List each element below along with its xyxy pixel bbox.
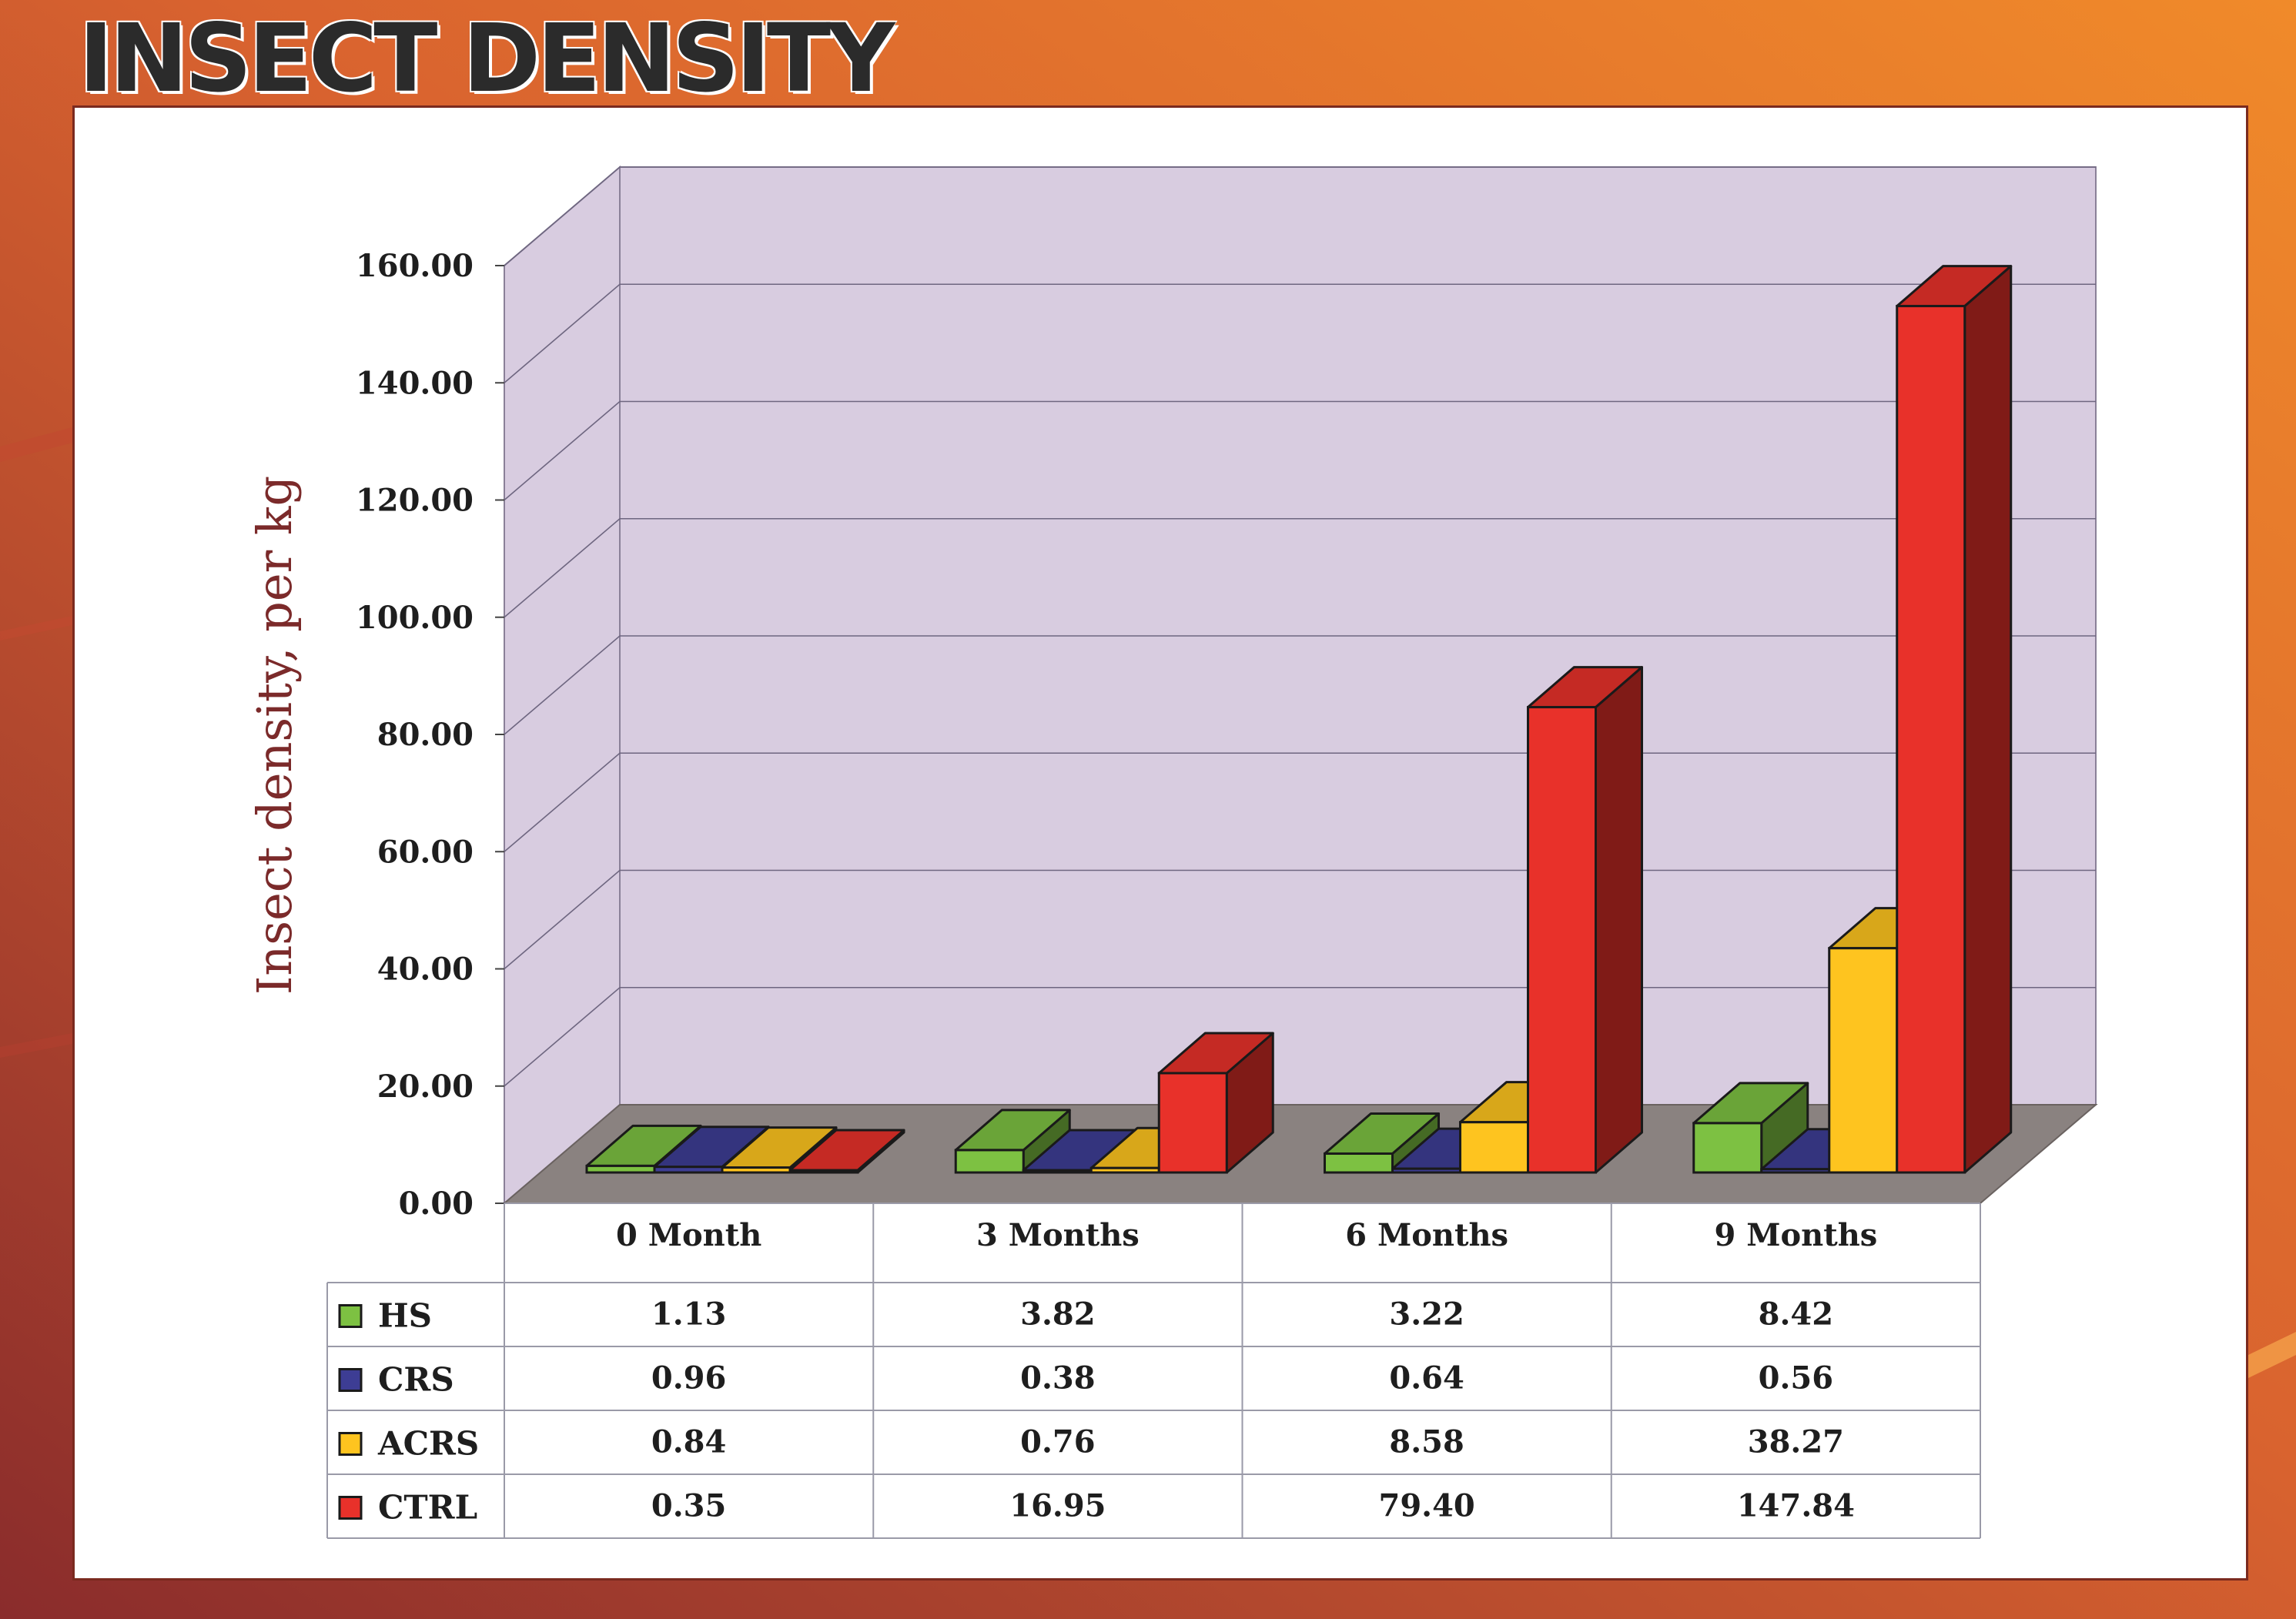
bar [1896, 265, 2013, 1174]
bars [585, 265, 2013, 1174]
data-cell: 0.76 [1020, 1424, 1095, 1460]
x-category-label: 0 Month [616, 1217, 761, 1253]
gridline [504, 517, 2096, 618]
gridline [504, 283, 2096, 383]
x-category-label: 6 Months [1345, 1217, 1508, 1253]
data-cell: 3.22 [1389, 1296, 1464, 1333]
bar-front [954, 1149, 1025, 1174]
data-cell: 147.84 [1737, 1488, 1855, 1524]
data-cell: 3.82 [1020, 1296, 1095, 1333]
data-table: 0 Month 3 Months 6 Months 9 Months HS 1.13 3.8… [326, 1203, 1981, 1539]
bar-front [721, 1166, 792, 1174]
y-tick-label: 140.00 [356, 365, 474, 401]
legend-label: CRS [378, 1361, 454, 1399]
legend-label: CTRL [378, 1489, 477, 1527]
bar-front [653, 1166, 724, 1174]
y-tick-label: 80.00 [377, 717, 474, 753]
y-tick-label: 100.00 [356, 600, 474, 636]
bar-front [1157, 1072, 1228, 1174]
page-title: INSECT DENSITY [79, 4, 895, 113]
gridline [504, 166, 2096, 266]
data-cell: 0.84 [651, 1424, 726, 1460]
y-axis-label: Insect density, per kg [246, 476, 303, 995]
bar-front [1391, 1167, 1461, 1174]
y-tick-label: 60.00 [377, 834, 474, 870]
bar-front [1459, 1121, 1529, 1174]
data-cell: 79.40 [1378, 1488, 1474, 1524]
bar-front [1022, 1169, 1093, 1174]
bar [1157, 1032, 1274, 1174]
bar-side [1963, 265, 2013, 1174]
bar [788, 1129, 905, 1174]
x-category-label: 3 Months [976, 1217, 1140, 1253]
bar-front [1896, 305, 1966, 1174]
data-cell: 38.27 [1748, 1424, 1844, 1460]
legend-swatch [338, 1496, 363, 1520]
bar-front [1527, 706, 1597, 1174]
y-tick-label: 160.00 [356, 248, 474, 284]
legend-swatch [338, 1304, 363, 1328]
data-cell: 8.42 [1759, 1296, 1833, 1333]
data-cell: 0.96 [651, 1360, 726, 1397]
data-cell: 1.13 [651, 1296, 726, 1333]
data-cell: 16.95 [1009, 1488, 1106, 1524]
data-cell: 8.58 [1389, 1424, 1464, 1460]
legend-swatch [338, 1432, 363, 1456]
y-tick-label: 0.00 [399, 1186, 474, 1222]
y-axis-ticks: 0.00 20.00 40.00 60.00 80.00 100.00 120.00 140.… [356, 248, 504, 1222]
gridline [504, 635, 2096, 735]
bar-front [1692, 1122, 1763, 1174]
gridline [504, 400, 2096, 501]
data-cell: 0.35 [651, 1488, 726, 1524]
x-category-label: 9 Months [1714, 1217, 1877, 1253]
data-cell: 0.64 [1389, 1360, 1464, 1397]
bar-front [1828, 947, 1899, 1174]
legend-label: ACRS [377, 1425, 479, 1463]
bar-front [1760, 1168, 1831, 1174]
bar-front [1324, 1152, 1394, 1174]
bar-side [1595, 666, 1643, 1174]
y-tick-label: 40.00 [377, 952, 474, 988]
legend-swatch [338, 1368, 363, 1392]
bar-front [788, 1169, 859, 1174]
y-tick-label: 20.00 [377, 1069, 474, 1105]
legend-label: HS [378, 1297, 432, 1335]
y-tick-label: 120.00 [356, 483, 474, 519]
bar-front [585, 1164, 656, 1174]
bar [1527, 666, 1643, 1174]
data-cell: 0.38 [1020, 1360, 1095, 1397]
bar-front [1089, 1166, 1160, 1174]
data-cell: 0.56 [1759, 1360, 1833, 1397]
